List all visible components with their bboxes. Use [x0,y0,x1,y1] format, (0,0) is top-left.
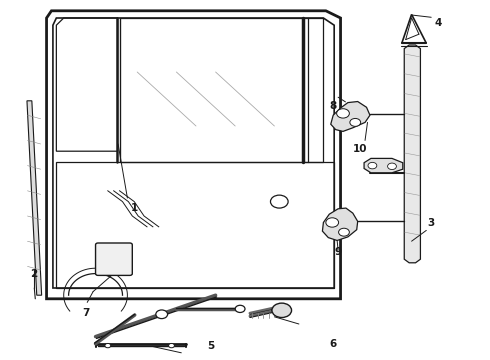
Text: 9: 9 [335,247,342,257]
Polygon shape [364,158,403,173]
Circle shape [110,256,118,261]
Polygon shape [27,101,42,295]
Circle shape [350,118,361,126]
Circle shape [115,265,122,270]
Circle shape [388,163,396,170]
Polygon shape [331,102,370,131]
Circle shape [339,228,349,236]
Text: 6: 6 [330,339,337,349]
Text: 1: 1 [131,203,138,213]
Circle shape [105,343,111,348]
Text: 4: 4 [435,18,442,28]
Polygon shape [404,45,420,263]
Text: 5: 5 [207,341,214,351]
Text: 10: 10 [353,144,368,154]
Circle shape [337,109,349,118]
Circle shape [169,343,174,348]
Circle shape [156,310,168,319]
Circle shape [326,218,339,227]
Circle shape [272,303,292,318]
Text: 7: 7 [82,308,90,318]
FancyBboxPatch shape [96,243,132,275]
Text: 8: 8 [330,101,337,111]
Text: 2: 2 [30,269,37,279]
Circle shape [235,305,245,312]
Polygon shape [322,208,358,240]
Circle shape [368,162,377,169]
Text: 3: 3 [428,218,435,228]
